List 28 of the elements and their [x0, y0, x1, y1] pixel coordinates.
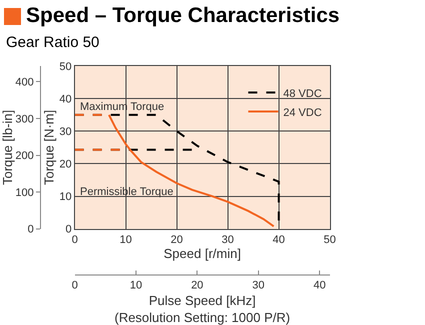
- x-tick-label: 10: [120, 234, 132, 246]
- x2-tick-label: 10: [130, 279, 142, 292]
- y2-axis-title: Torque [lb-in]: [0, 110, 15, 186]
- y-tick-label: 0: [65, 224, 72, 236]
- y2-tick-label: 400: [15, 76, 34, 88]
- x-tick-label: 30: [222, 234, 234, 246]
- chart-subtitle: Gear Ratio 50: [6, 34, 100, 51]
- y2-tick-label: 100: [15, 186, 34, 199]
- y-tick-label: 30: [59, 126, 72, 138]
- y2-tick-label: 300: [15, 113, 34, 126]
- x2-tick-label: 20: [191, 279, 204, 292]
- x-axis-title: Speed [r/min]: [164, 246, 241, 262]
- x-tick-label: 40: [272, 234, 285, 246]
- x2-tick-label: 30: [252, 279, 265, 292]
- y-tick-label: 50: [59, 60, 72, 73]
- y-tick-label: 40: [59, 93, 72, 106]
- y-tick-label: 10: [59, 191, 72, 204]
- y-tick-label: 20: [59, 158, 72, 171]
- x-tick-label: 50: [324, 234, 336, 246]
- legend-label: 24 VDC: [283, 106, 322, 119]
- chart-title: Speed – Torque Characteristics: [26, 4, 340, 28]
- y2-tick-label: 200: [15, 150, 34, 162]
- y-axis-title: Torque [N·m]: [41, 110, 56, 186]
- y2-tick-label: 0: [28, 224, 34, 236]
- x2-axis-title: Pulse Speed [kHz] (Resolution Setting: 1000 P/R): [114, 293, 290, 325]
- x-tick-label: 20: [170, 234, 183, 246]
- x2-tick-label: 40: [313, 279, 326, 292]
- legend-label: 48 VDC: [283, 88, 322, 100]
